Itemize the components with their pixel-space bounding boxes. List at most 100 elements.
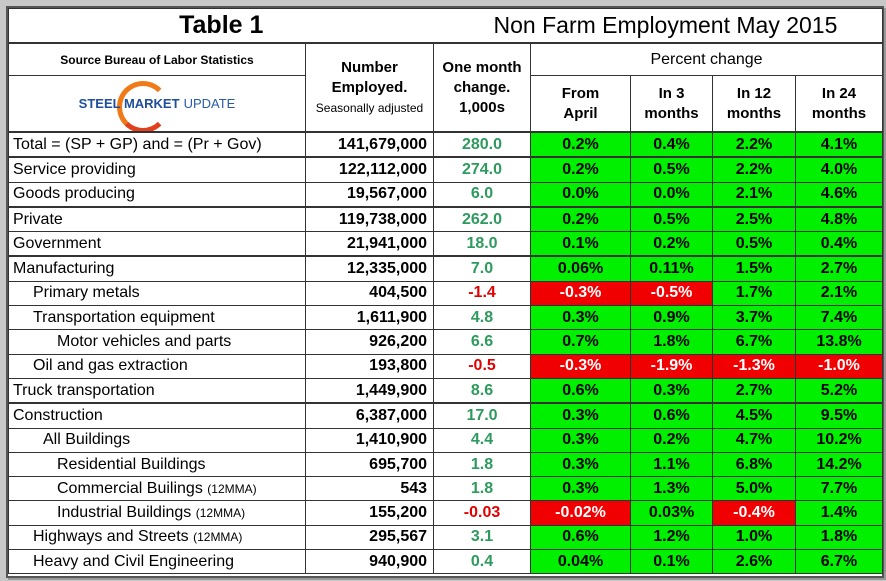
pct-12-months: 4.7% <box>712 427 797 453</box>
pct-3-months: 0.11% <box>630 255 714 282</box>
employment-table: Table 1 Non Farm Employment May 2015 Sou… <box>7 8 884 575</box>
pct-3-months: 0.1% <box>630 549 714 575</box>
one-month-change: 3.1 <box>433 524 532 551</box>
pct-from-april: 0.1% <box>530 231 632 258</box>
pct-24-months: 1.4% <box>795 500 884 526</box>
row-label-text: Total = (SP + GP) and = (Pr + Gov) <box>13 135 262 153</box>
pct-24-months: 2.1% <box>795 280 884 307</box>
number-employed: 543 <box>304 476 435 502</box>
pct-3-months: 1.2% <box>630 524 714 551</box>
row-label-suffix: (12MMA) <box>193 530 243 545</box>
table-row: Total = (SP + GP) and = (Pr + Gov) 141,67… <box>8 131 884 159</box>
one-month-change: 280.0 <box>433 131 532 159</box>
employment-table-frame: Table 1 Non Farm Employment May 2015 Sou… <box>6 6 884 578</box>
pct-12-months: 1.0% <box>712 524 797 551</box>
one-month-change: 18.0 <box>433 231 532 258</box>
pct-3-months: -0.5% <box>630 280 714 307</box>
row-label-text: Goods producing <box>13 185 135 203</box>
pct-12-months: 4.5% <box>712 402 797 429</box>
pct-12-months: 1.5% <box>712 255 797 282</box>
pct-3-months: 0.3% <box>630 377 714 405</box>
table-row: Private 119,738,000 262.0 0.2% 0.5% 2.5% 4.8% <box>8 206 884 233</box>
row-label-suffix: (12MMA) <box>207 481 257 496</box>
number-employed: 404,500 <box>304 280 435 307</box>
header-from-april: From April <box>530 75 632 133</box>
pct-from-april: 0.2% <box>530 131 632 159</box>
row-label: Highways and Streets (12MMA) <box>8 524 306 551</box>
table-row: Heavy and Civil Engineering 940,900 0.4 0.0… <box>8 549 884 575</box>
row-label: All Buildings <box>8 427 306 453</box>
pct-24-months: 7.4% <box>795 305 884 331</box>
pct-from-april: 0.06% <box>530 255 632 282</box>
row-label-text: Highways and Streets <box>33 528 189 546</box>
number-employed: 19,567,000 <box>304 181 435 208</box>
header-text: Employed. <box>331 78 408 96</box>
row-label: Primary metals <box>8 280 306 307</box>
row-label: Industrial Buildings (12MMA) <box>8 500 306 526</box>
pct-3-months: 0.2% <box>630 231 714 258</box>
table-row: Oil and gas extraction 193,800 -0.5 -0.3% -1… <box>8 353 884 379</box>
row-label-text: All Buildings <box>43 431 131 449</box>
row-label-text: Government <box>13 234 102 252</box>
table-row: Commercial Builings (12MMA) 543 1.8 0.3% 1.3… <box>8 476 884 502</box>
pct-24-months: 1.8% <box>795 524 884 551</box>
header-text: Number <box>341 58 398 76</box>
header-text: change. <box>453 78 511 96</box>
row-label: Service providing <box>8 156 306 183</box>
one-month-change: -1.4 <box>433 280 532 307</box>
row-label-text: Transportation equipment <box>33 308 215 326</box>
header-note: Seasonally adjusted <box>315 100 424 115</box>
one-month-change: -0.5 <box>433 353 532 379</box>
pct-12-months: 6.7% <box>712 329 797 355</box>
pct-12-months: 2.5% <box>712 206 797 233</box>
one-month-change: -0.03 <box>433 500 532 526</box>
number-employed: 926,200 <box>304 329 435 355</box>
one-month-change: 4.4 <box>433 427 532 453</box>
pct-12-months: 5.0% <box>712 476 797 502</box>
row-label-text: Heavy and Civil Engineering <box>33 552 234 570</box>
number-employed: 119,738,000 <box>304 206 435 233</box>
table-row: Transportation equipment 1,611,900 4.8 0.3%… <box>8 305 884 331</box>
pct-3-months: 1.3% <box>630 476 714 502</box>
pct-24-months: 4.6% <box>795 181 884 208</box>
header-12-months: In 12 months <box>712 75 797 133</box>
number-employed: 141,679,000 <box>304 131 435 159</box>
pct-24-months: 13.8% <box>795 329 884 355</box>
pct-from-april: 0.2% <box>530 156 632 183</box>
row-label: Residential Buildings <box>8 451 306 478</box>
number-employed: 21,941,000 <box>304 231 435 258</box>
pct-24-months: 7.7% <box>795 476 884 502</box>
one-month-change: 262.0 <box>433 206 532 233</box>
row-label-text: Oil and gas extraction <box>33 357 188 375</box>
row-label: Total = (SP + GP) and = (Pr + Gov) <box>8 131 306 159</box>
pct-12-months: 2.2% <box>712 131 797 159</box>
pct-12-months: -1.3% <box>712 353 797 379</box>
pct-12-months: 2.7% <box>712 377 797 405</box>
table-row: Goods producing 19,567,000 6.0 0.0% 0.0% 2.1%… <box>8 181 884 208</box>
table-row: Manufacturing 12,335,000 7.0 0.06% 0.11% 1.5%… <box>8 255 884 282</box>
pct-from-april: 0.3% <box>530 451 632 478</box>
logo-arc-icon <box>116 80 169 131</box>
pct-3-months: 0.2% <box>630 427 714 453</box>
table-row: Service providing 122,112,000 274.0 0.2% 0.5… <box>8 156 884 183</box>
table-title: Table 1 <box>7 8 434 44</box>
pct-3-months: 0.9% <box>630 305 714 331</box>
source-label: Source Bureau of Labor Statistics <box>8 42 306 76</box>
row-label-text: Primary metals <box>33 284 140 302</box>
row-label: Private <box>8 206 306 233</box>
pct-from-april: 0.0% <box>530 181 632 208</box>
pct-12-months: 1.7% <box>712 280 797 307</box>
table-row: Construction 6,387,000 17.0 0.3% 0.6% 4.5% 9.5… <box>8 402 884 429</box>
number-employed: 155,200 <box>304 500 435 526</box>
number-employed-header: Number Employed. Seasonally adjusted <box>304 42 435 133</box>
one-month-change: 4.8 <box>433 305 532 331</box>
pct-3-months: 0.4% <box>630 131 714 159</box>
one-month-change: 0.4 <box>433 549 532 575</box>
number-employed: 6,387,000 <box>304 402 435 429</box>
pct-3-months: 1.1% <box>630 451 714 478</box>
number-employed: 1,611,900 <box>304 305 435 331</box>
pct-3-months: 0.5% <box>630 206 714 233</box>
pct-from-april: 0.6% <box>530 377 632 405</box>
pct-3-months: -1.9% <box>630 353 714 379</box>
one-month-change: 7.0 <box>433 255 532 282</box>
